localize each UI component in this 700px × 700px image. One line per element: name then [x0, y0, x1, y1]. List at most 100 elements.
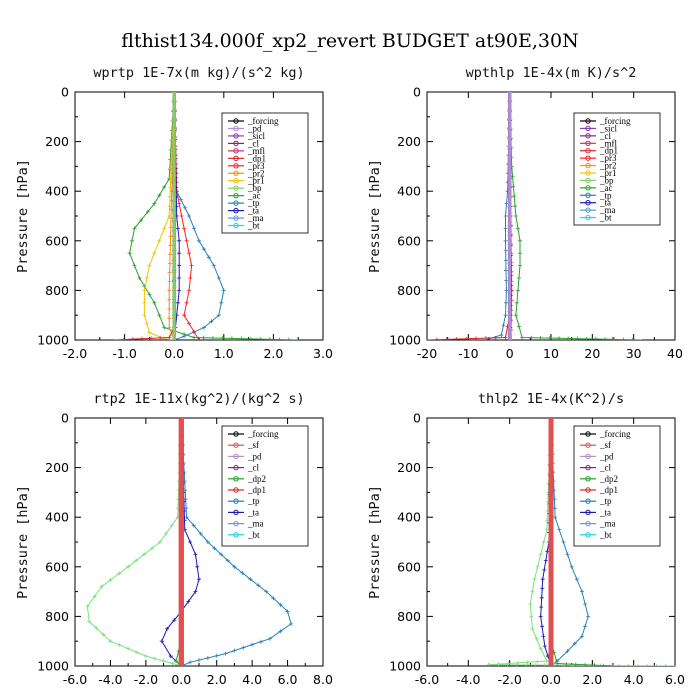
- legend-entry: _bt: [247, 530, 260, 540]
- series-marker: [117, 642, 122, 647]
- series-marker: [549, 501, 553, 506]
- series-marker: [549, 540, 553, 544]
- series-marker: [593, 337, 598, 340]
- y-tick-label: 200: [397, 460, 421, 475]
- series-marker: [142, 313, 147, 318]
- legend-marker: [233, 148, 239, 154]
- series-marker: [516, 276, 521, 280]
- series-marker: [177, 238, 182, 243]
- series-marker: [549, 578, 553, 583]
- series-marker: [555, 661, 560, 666]
- series-marker: [566, 336, 571, 340]
- series-marker: [172, 257, 177, 262]
- series-marker: [504, 278, 509, 283]
- x-tick-label: -2.0: [497, 672, 521, 687]
- x-tick-label: 0.0: [171, 672, 191, 687]
- legend-entry: _tp: [599, 190, 612, 200]
- y-axis-label: Pressure [hPa]: [15, 159, 31, 273]
- series-marker: [216, 276, 221, 280]
- series-marker: [529, 335, 534, 340]
- series-marker: [172, 229, 177, 234]
- series-marker: [172, 136, 177, 141]
- series-marker: [544, 527, 549, 532]
- legend-entry: _dp1: [247, 485, 266, 495]
- panel-3: rtp2 1E-11x(kg^2)/(kg^2 s) Pressure [hPa]…: [15, 391, 333, 687]
- legend-entry: _bp: [599, 175, 614, 185]
- legend-marker: [585, 118, 591, 124]
- panel-title: wpthlp 1E-4x(m K)/s^2: [466, 65, 637, 81]
- series-marker: [175, 300, 180, 305]
- y-tick-label: 400: [397, 510, 421, 525]
- series-marker: [538, 646, 543, 651]
- legend-marker: [585, 200, 591, 206]
- series-marker: [540, 586, 545, 591]
- legend-entry: _dp2: [247, 474, 266, 484]
- series-marker: [99, 584, 104, 589]
- panel-title: rtp2 1E-11x(kg^2)/(kg^2 s): [93, 391, 304, 407]
- series-marker: [626, 663, 631, 666]
- series-marker: [580, 634, 584, 639]
- series-marker: [214, 653, 219, 658]
- legend-entry: _bt: [599, 213, 612, 223]
- legend-marker: [233, 442, 239, 448]
- legend-box: [573, 112, 661, 226]
- x-tick-label: -20: [417, 346, 437, 361]
- y-tick-label: 0: [61, 411, 69, 426]
- series-marker: [177, 288, 182, 293]
- series-marker: [179, 473, 184, 478]
- legend-entry: _tp: [599, 496, 612, 506]
- series-marker: [167, 335, 172, 340]
- x-tick-label: 8.0: [313, 672, 333, 687]
- series-marker: [184, 300, 189, 305]
- series-marker: [549, 559, 553, 564]
- series-marker: [544, 659, 549, 664]
- series-marker: [189, 263, 194, 268]
- series-marker: [540, 577, 545, 582]
- series-marker: [258, 337, 263, 340]
- series-marker: [167, 297, 172, 302]
- legend-marker: [585, 177, 591, 184]
- series-marker: [172, 127, 177, 132]
- panel-title: wprtp 1E-7x(m kg)/(s^2 kg): [93, 65, 304, 81]
- series-marker: [205, 540, 210, 544]
- legend-marker: [233, 520, 239, 527]
- series-marker: [524, 663, 529, 666]
- series-marker: [162, 325, 167, 330]
- series-marker: [538, 614, 543, 619]
- series-marker: [172, 276, 177, 280]
- series-marker: [179, 463, 184, 468]
- series-marker: [225, 558, 230, 563]
- series-marker: [172, 248, 177, 253]
- legend-entry: _forcing: [599, 429, 631, 439]
- legend-entry: _cl: [247, 463, 259, 473]
- y-tick-label: 600: [45, 559, 69, 574]
- y-tick-label: 0: [413, 411, 421, 426]
- series-marker: [239, 336, 244, 340]
- series-marker: [179, 501, 184, 506]
- series-marker: [178, 197, 183, 202]
- legend-entry: _pr3: [247, 161, 265, 171]
- series-marker: [108, 578, 113, 583]
- y-tick-label: 600: [397, 233, 421, 248]
- series-marker: [248, 336, 253, 340]
- legend-marker: [233, 140, 239, 147]
- series-marker: [518, 238, 522, 243]
- series-marker: [210, 335, 215, 340]
- series-marker: [617, 663, 622, 666]
- series-marker: [177, 276, 182, 280]
- legend-entry: _sf: [599, 440, 611, 450]
- series-marker: [507, 118, 512, 123]
- series-marker: [549, 635, 553, 640]
- legend-entry: _ma: [599, 519, 616, 529]
- series-marker: [172, 238, 177, 243]
- series-marker: [565, 649, 570, 654]
- panel-1: wprtp 1E-7x(m kg)/(s^2 kg) Pressure [hPa]…: [15, 65, 333, 361]
- legend-entry: _pr2: [247, 168, 265, 178]
- legend-entry: _ma: [247, 519, 264, 529]
- series-marker: [232, 564, 237, 569]
- series-marker: [259, 639, 263, 644]
- series-marker: [549, 435, 553, 440]
- legend-entry: _bt: [599, 530, 612, 540]
- series-marker: [565, 552, 570, 557]
- legend-marker: [233, 509, 239, 516]
